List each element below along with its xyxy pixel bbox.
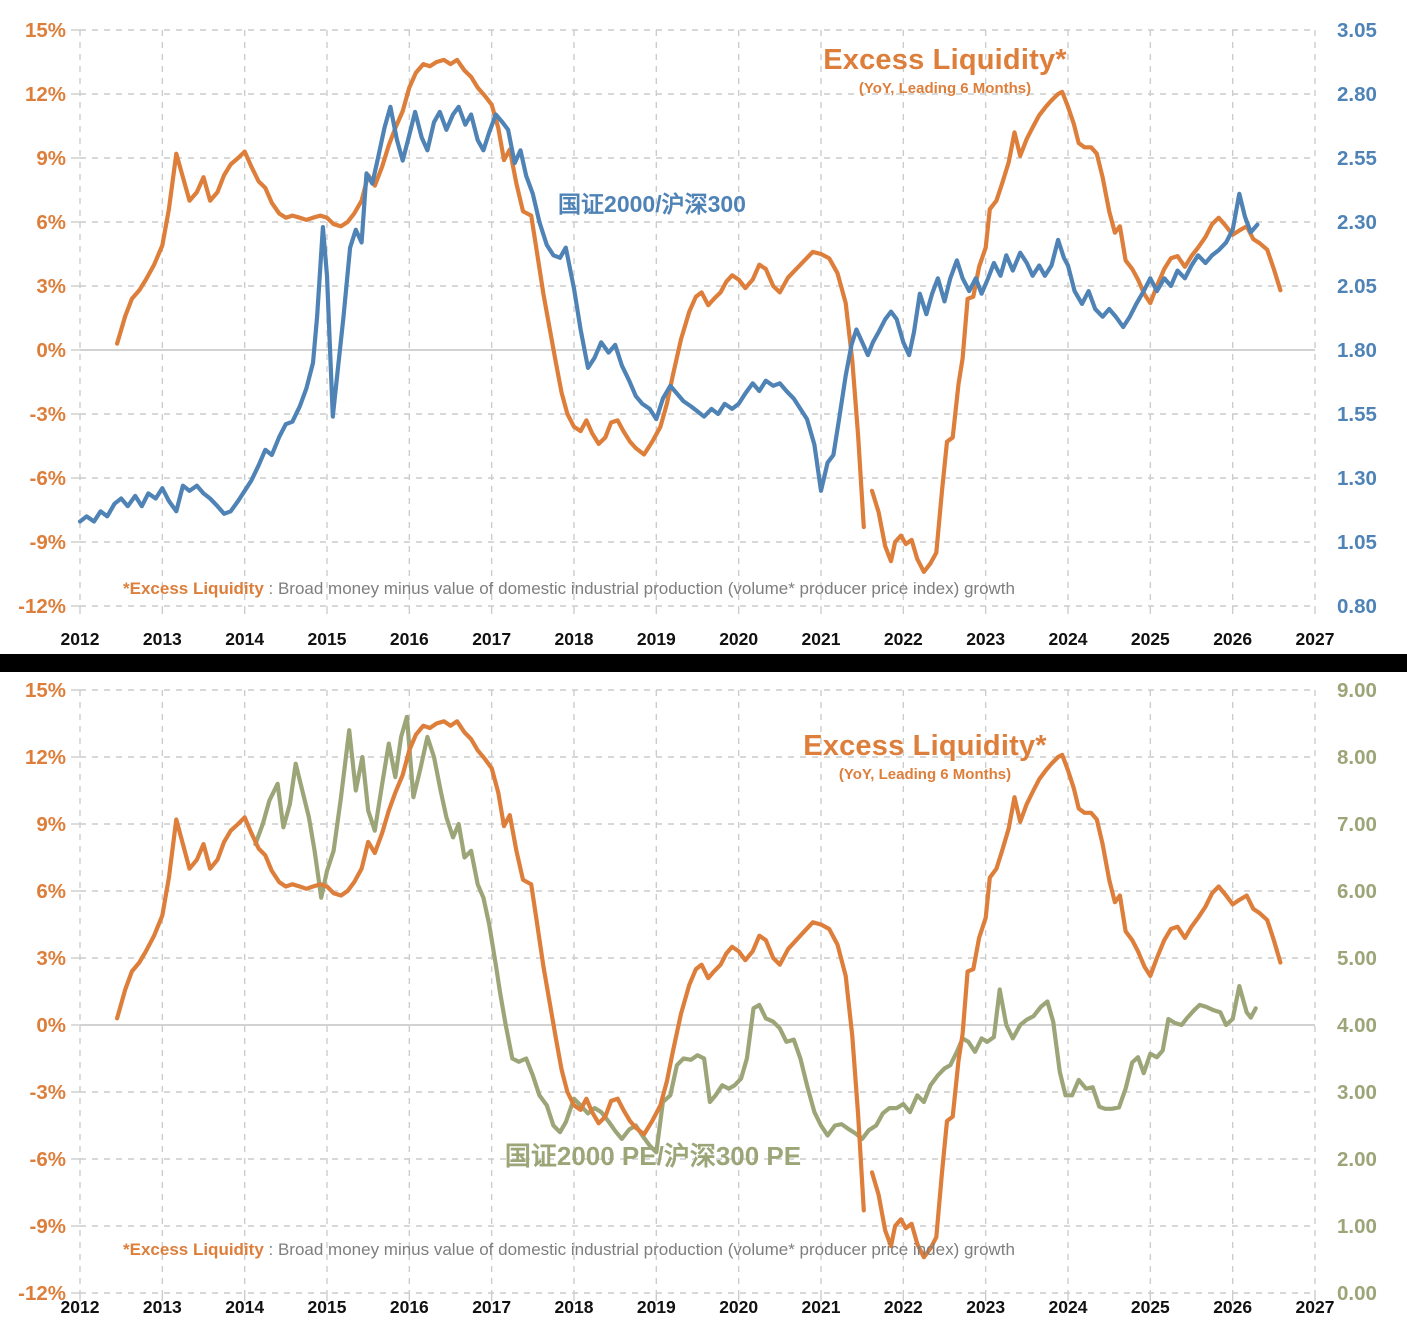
- excess-liquidity-line: [115, 719, 866, 1213]
- right-axis-tick: 9.00: [1337, 679, 1377, 702]
- right-axis-tick: 1.05: [1337, 531, 1377, 554]
- x-axis-tick: 2027: [1296, 629, 1335, 649]
- right-axis-tick: 0.80: [1337, 595, 1377, 618]
- x-axis-tick: 2014: [225, 1297, 264, 1317]
- left-axis-tick: -3%: [30, 1081, 66, 1104]
- right-axis-tick: 1.00: [1337, 1215, 1377, 1238]
- x-axis-tick: 2014: [225, 629, 264, 649]
- x-axis-tick: 2016: [390, 629, 429, 649]
- top-chart-subtitle: (YoY, Leading 6 Months): [858, 80, 1032, 97]
- left-axis-tick: -12%: [18, 1282, 66, 1305]
- x-axis-tick: 2024: [1049, 1297, 1088, 1317]
- left-axis-tick: -9%: [30, 1215, 66, 1238]
- top-chart-footnote: *Excess Liquidity : Broad money minus va…: [123, 579, 1015, 599]
- x-axis-tick: 2020: [719, 1297, 758, 1317]
- left-axis-tick: -6%: [30, 467, 66, 490]
- price-ratio-line: [77, 104, 1260, 524]
- right-axis-tick: 2.30: [1337, 211, 1377, 234]
- right-axis-tick: 2.00: [1337, 1148, 1377, 1171]
- left-axis-tick: 9%: [36, 147, 66, 170]
- left-axis-tick: 12%: [25, 746, 66, 769]
- excess-liquidity-line: [869, 89, 1283, 574]
- left-axis-tick: 0%: [36, 1014, 66, 1037]
- bottom-chart-plot: 2012 2013 2014 2015 2016 2017 2018 2019 2020 2021…: [18, 679, 1377, 1317]
- right-axis-tick: 3.05: [1337, 19, 1377, 42]
- right-axis-tick: 2.80: [1337, 83, 1377, 106]
- x-axis-tick: 2018: [555, 629, 594, 649]
- left-axis-tick: 9%: [36, 813, 66, 836]
- chart-divider-bar: [0, 654, 1407, 672]
- bottom-chart-footnote: *Excess Liquidity : Broad money minus va…: [123, 1240, 1015, 1260]
- left-axis-tick: -9%: [30, 531, 66, 554]
- left-axis-tick: 3%: [36, 947, 66, 970]
- right-axis-tick: 1.80: [1337, 339, 1377, 362]
- right-axis-tick: 3.00: [1337, 1081, 1377, 1104]
- top-chart-footnote-definition: : Broad money minus value of domestic in…: [263, 579, 1015, 598]
- x-axis-tick: 2017: [472, 629, 511, 649]
- x-axis-tick: 2026: [1213, 1297, 1252, 1317]
- left-axis-tick: 6%: [36, 880, 66, 903]
- left-axis-tick: -3%: [30, 403, 66, 426]
- bottom-chart-footnote-term: *Excess Liquidity: [123, 1240, 264, 1259]
- x-axis-tick: 2024: [1049, 629, 1088, 649]
- left-axis-tick: 15%: [25, 19, 66, 42]
- left-axis-tick: 3%: [36, 275, 66, 298]
- right-axis-tick: 4.00: [1337, 1014, 1377, 1037]
- left-axis-tick: 15%: [25, 679, 66, 702]
- x-axis-tick: 2021: [802, 629, 841, 649]
- bottom-chart-pe-series-label: 国证2000 PE/沪深300 PE: [504, 1141, 802, 1171]
- right-axis-tick: 0.00: [1337, 1282, 1377, 1305]
- x-axis-tick: 2013: [143, 1297, 182, 1317]
- left-axis-tick: 6%: [36, 211, 66, 234]
- x-axis-tick: 2018: [555, 1297, 594, 1317]
- x-axis-tick: 2013: [143, 629, 182, 649]
- x-axis-tick: 2026: [1213, 629, 1252, 649]
- x-axis-tick: 2025: [1131, 629, 1170, 649]
- right-axis-tick: 2.05: [1337, 275, 1377, 298]
- x-axis-tick: 2020: [719, 629, 758, 649]
- x-axis-tick: 2019: [637, 1297, 676, 1317]
- top-chart-plot: 2012 2013 2014 2015 2016 2017 2018 2019 2020 2021…: [18, 19, 1377, 649]
- right-axis-tick: 5.00: [1337, 947, 1377, 970]
- pe-ratio-line: [253, 714, 1258, 1155]
- x-axis-tick: 2023: [966, 629, 1005, 649]
- x-axis-tick: 2019: [637, 629, 676, 649]
- left-axis-tick: 12%: [25, 83, 66, 106]
- top-chart-title: Excess Liquidity*: [823, 44, 1067, 76]
- right-axis-tick: 2.55: [1337, 147, 1377, 170]
- right-axis-tick: 6.00: [1337, 880, 1377, 903]
- left-axis-tick: 0%: [36, 339, 66, 362]
- x-axis-tick: 2027: [1296, 1297, 1335, 1317]
- excess-liquidity-line: [869, 752, 1283, 1260]
- right-axis-tick: 7.00: [1337, 813, 1377, 836]
- x-axis-tick: 2017: [472, 1297, 511, 1317]
- right-axis-tick: 8.00: [1337, 746, 1377, 769]
- x-axis-tick: 2012: [61, 1297, 100, 1317]
- x-axis-tick: 2022: [884, 629, 923, 649]
- x-axis-tick: 2023: [966, 1297, 1005, 1317]
- x-axis-tick: 2021: [802, 1297, 841, 1317]
- right-axis-tick: 1.30: [1337, 467, 1377, 490]
- x-axis-tick: 2022: [884, 1297, 923, 1317]
- bottom-chart-title: Excess Liquidity*: [803, 730, 1047, 762]
- left-axis-tick: -12%: [18, 595, 66, 618]
- right-axis-tick: 1.55: [1337, 403, 1377, 426]
- top-chart-footnote-term: *Excess Liquidity: [123, 579, 264, 598]
- bottom-chart-footnote-definition: : Broad money minus value of domestic in…: [263, 1240, 1015, 1259]
- left-axis-tick: -6%: [30, 1148, 66, 1171]
- top-chart-ratio-series-label: 国证2000/沪深300: [558, 191, 746, 217]
- x-axis-tick: 2016: [390, 1297, 429, 1317]
- x-axis-tick: 2015: [308, 1297, 347, 1317]
- bottom-chart-subtitle: (YoY, Leading 6 Months): [838, 766, 1012, 783]
- x-axis-tick: 2015: [308, 629, 347, 649]
- x-axis-tick: 2025: [1131, 1297, 1170, 1317]
- x-axis-tick: 2012: [61, 629, 100, 649]
